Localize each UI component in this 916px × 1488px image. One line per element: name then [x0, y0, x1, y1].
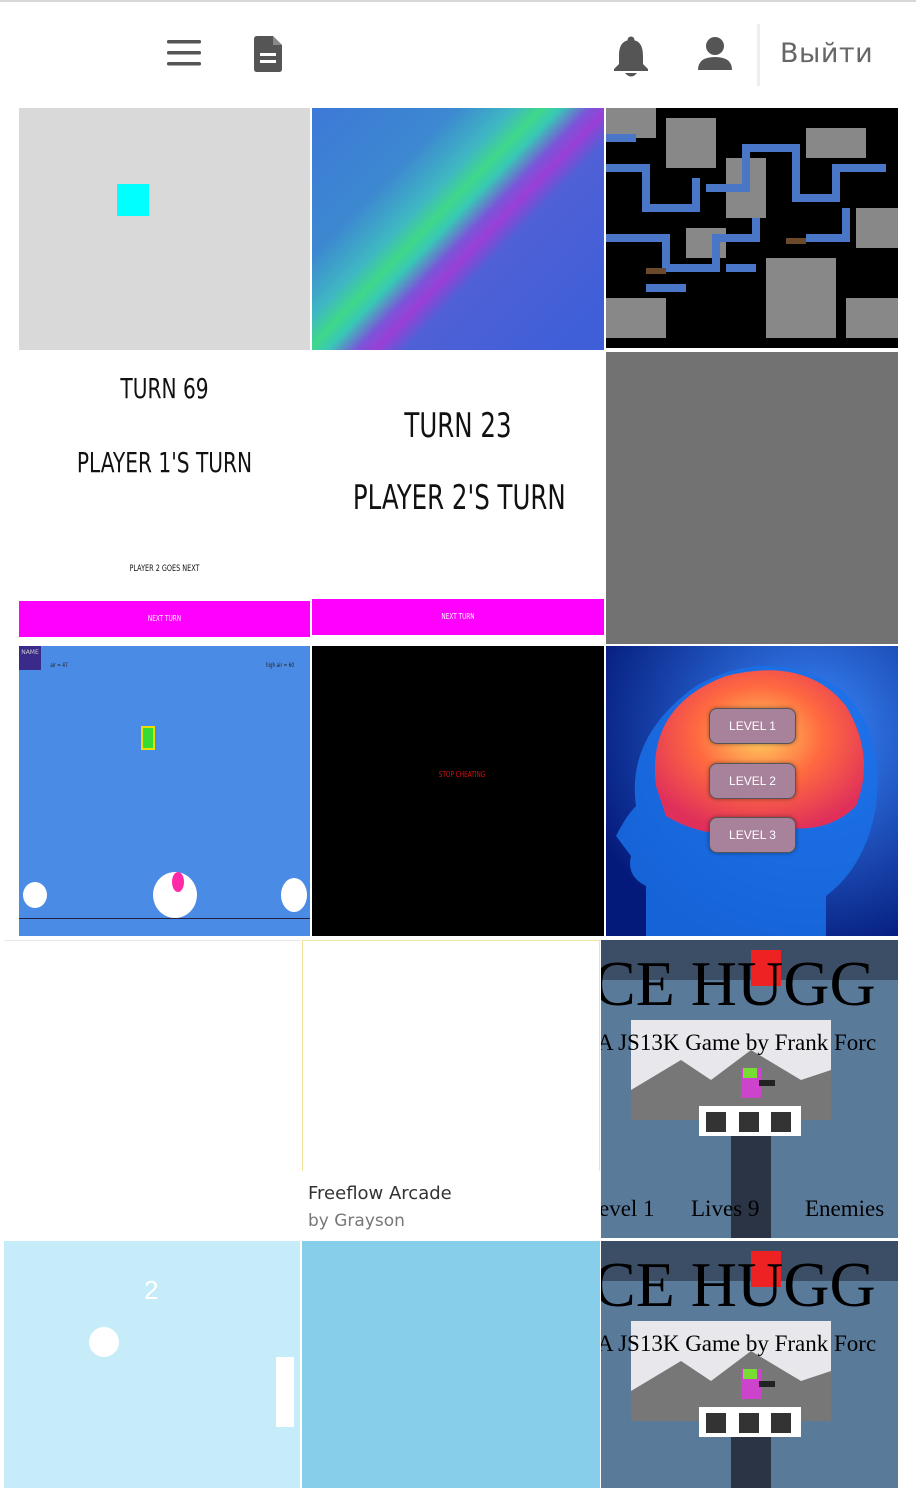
game-tile-gray[interactable] — [606, 352, 898, 644]
game-tile-turn-23[interactable]: TURN 23 PLAYER 2'S TURN NEXT TURN — [312, 352, 604, 635]
user-icon — [698, 37, 732, 70]
cyan-square — [117, 184, 149, 216]
air-label: air = 47 — [50, 662, 68, 669]
game-tile-freeflow-arcade[interactable]: Freeflow Arcade by Grayson — [302, 940, 600, 1239]
game-title-art: CE HUGG — [601, 1249, 876, 1320]
next-turn-button[interactable]: NEXT TURN — [312, 599, 604, 635]
lives-readout: Lives 9 — [691, 1196, 760, 1221]
game-tile-sky[interactable] — [302, 1241, 600, 1488]
game-subtitle-art: A JS13K Game by Frank Forc — [601, 1331, 877, 1356]
name-badge-label: NAME — [21, 649, 39, 656]
level-2-button[interactable]: LEVEL 2 — [709, 763, 796, 799]
game-tile-space-hugger-1[interactable]: CE HUGG A JS13K Game by Frank Forc evel … — [601, 940, 898, 1238]
level-1-button[interactable]: LEVEL 1 — [709, 708, 796, 744]
top-border — [0, 0, 916, 2]
header-divider — [757, 24, 760, 86]
document-icon — [254, 36, 282, 72]
maze-art — [606, 108, 898, 348]
level-readout: evel 1 — [601, 1196, 655, 1221]
space-hugger-art — [601, 1241, 898, 1488]
player-label: PLAYER 1'S TURN — [76, 446, 253, 479]
documents-button[interactable] — [254, 36, 284, 72]
game-title[interactable]: Freeflow Arcade — [308, 1183, 452, 1204]
game-tile-space-hugger-2[interactable]: CE HUGG A JS13K Game by Frank Forc — [601, 1241, 898, 1488]
name-badge: NAME — [19, 646, 41, 670]
game-tile-turn-69[interactable]: TURN 69 PLAYER 1'S TURN PLAYER 2 GOES NE… — [19, 352, 310, 637]
high-air-label: high air = 60 — [265, 662, 295, 669]
green-pickup — [141, 726, 155, 750]
next-turn-label: NEXT TURN — [441, 612, 475, 621]
game-tile-jumper[interactable]: NAME air = 47 high air = 60 — [19, 646, 310, 936]
player-label: PLAYER 2'S TURN — [352, 478, 566, 518]
header: Выйти — [0, 2, 916, 106]
notifications-button[interactable] — [612, 36, 650, 78]
game-tile-brain-levels[interactable]: LEVEL 1 LEVEL 2 LEVEL 3 — [606, 646, 898, 936]
logout-button[interactable]: Выйти — [780, 38, 874, 69]
cloud-left — [23, 882, 47, 908]
bell-icon — [614, 36, 648, 77]
hamburger-icon — [167, 40, 201, 66]
game-tile-pong[interactable]: 2 — [4, 1241, 300, 1488]
game-tile-blank[interactable] — [4, 940, 300, 1239]
stop-cheating-label: STOP CHEATING — [438, 770, 486, 779]
game-title-art: CE HUGG — [601, 948, 876, 1019]
pixel-gradient-art — [312, 108, 604, 350]
next-player-label: PLAYER 2 GOES NEXT — [129, 564, 200, 574]
thumb-border-right — [599, 941, 600, 1171]
next-turn-button[interactable]: NEXT TURN — [19, 601, 310, 637]
player-ball — [172, 872, 184, 892]
ground-line — [19, 918, 310, 919]
game-tile-pixel-gradient[interactable] — [312, 108, 604, 350]
next-turn-label: NEXT TURN — [147, 614, 182, 623]
pong-ball — [89, 1327, 119, 1357]
turn-label: TURN 23 — [404, 406, 512, 446]
enemies-readout: Enemies — [805, 1196, 885, 1221]
pong-paddle — [276, 1357, 294, 1427]
game-tile-cyan-square[interactable] — [19, 108, 310, 350]
turn-label: TURN 69 — [120, 372, 209, 405]
level-3-button[interactable]: LEVEL 3 — [709, 817, 796, 853]
game-author: by Grayson — [308, 1211, 405, 1231]
menu-button[interactable] — [166, 38, 202, 68]
cloud-right — [281, 878, 307, 912]
game-tile-maze[interactable] — [606, 108, 898, 348]
game-tile-stop-cheating[interactable]: STOP CHEATING — [312, 646, 604, 936]
game-subtitle-art: A JS13K Game by Frank Forc — [601, 1030, 877, 1055]
profile-button[interactable] — [697, 36, 733, 72]
pong-score: 2 — [144, 1275, 159, 1305]
thumb-border-left — [302, 941, 303, 1171]
space-hugger-art — [601, 940, 898, 1238]
